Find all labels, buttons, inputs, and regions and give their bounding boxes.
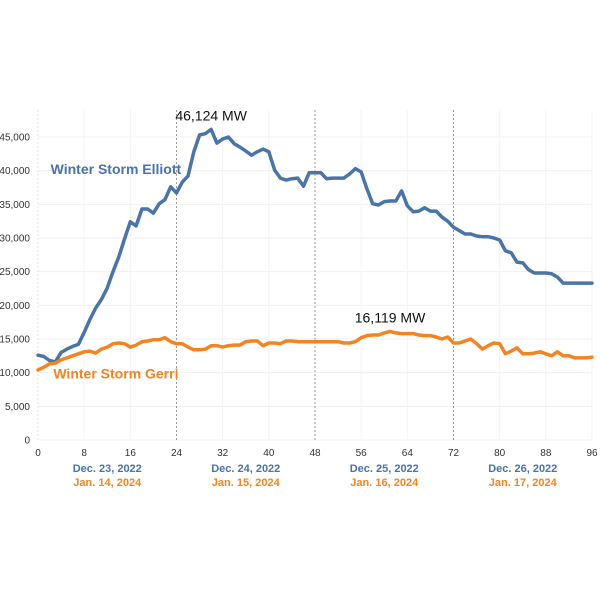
day-dividers (176, 110, 454, 440)
x-tick-label: 96 (586, 448, 598, 459)
date-label-elliott: Dec. 26, 2022 (488, 463, 557, 475)
peak-label-elliott: 46,124 MW (175, 107, 247, 123)
x-tick-label: 48 (309, 448, 321, 459)
x-tick-label: 88 (540, 448, 552, 459)
x-tick-label: 80 (494, 448, 506, 459)
y-tick-label: 45,000 (0, 133, 30, 144)
y-tick-label: 30,000 (0, 234, 30, 245)
x-tick-label: 24 (171, 448, 183, 459)
date-label-gerri: Jan. 16, 2024 (350, 477, 419, 489)
date-label-gerri: Jan. 17, 2024 (489, 477, 558, 489)
series-label-gerri: Winter Storm Gerri (53, 366, 178, 382)
y-tick-label: 25,000 (0, 267, 30, 278)
x-tick-label: 40 (263, 448, 275, 459)
series-lines (36, 127, 594, 372)
annotations: Winter Storm Elliott 46,124 MW Winter Stor… (51, 107, 426, 381)
y-tick-label: 0 (24, 436, 30, 447)
x-tick-label: 16 (125, 448, 137, 459)
y-tick-label: 35,000 (0, 200, 30, 211)
y-tick-label: 15,000 (0, 335, 30, 346)
date-labels: Dec. 23, 2022 Jan. 14, 2024 Dec. 24, 2022 J… (73, 463, 558, 489)
x-tick-label: 64 (402, 448, 414, 459)
x-tick-label: 56 (356, 448, 368, 459)
x-tick-label: 32 (217, 448, 229, 459)
date-label-elliott: Dec. 25, 2022 (350, 463, 419, 475)
x-tick-label: 72 (448, 448, 460, 459)
peak-label-gerri: 16,119 MW (355, 309, 426, 325)
x-tick-label: 8 (81, 448, 87, 459)
x-axis: 0 8 16 24 32 40 48 56 64 72 80 88 96 (35, 448, 598, 459)
series-label-elliott: Winter Storm Elliott (51, 161, 182, 177)
date-label-elliott: Dec. 24, 2022 (211, 463, 280, 475)
y-axis: 0 5,000 10,000 15,000 20,000 25,000 30,000 35,0… (0, 133, 30, 447)
x-tick-label: 0 (35, 448, 41, 459)
y-tick-label: 5,000 (5, 402, 30, 413)
y-tick-label: 10,000 (0, 368, 30, 379)
series-line-elliott (36, 127, 594, 364)
date-label-gerri: Jan. 14, 2024 (73, 477, 142, 489)
date-label-gerri: Jan. 15, 2024 (212, 477, 281, 489)
y-tick-label: 40,000 (0, 166, 30, 177)
y-tick-label: 20,000 (0, 301, 30, 312)
date-label-elliott: Dec. 23, 2022 (73, 463, 142, 475)
series-line-gerri (36, 329, 594, 372)
